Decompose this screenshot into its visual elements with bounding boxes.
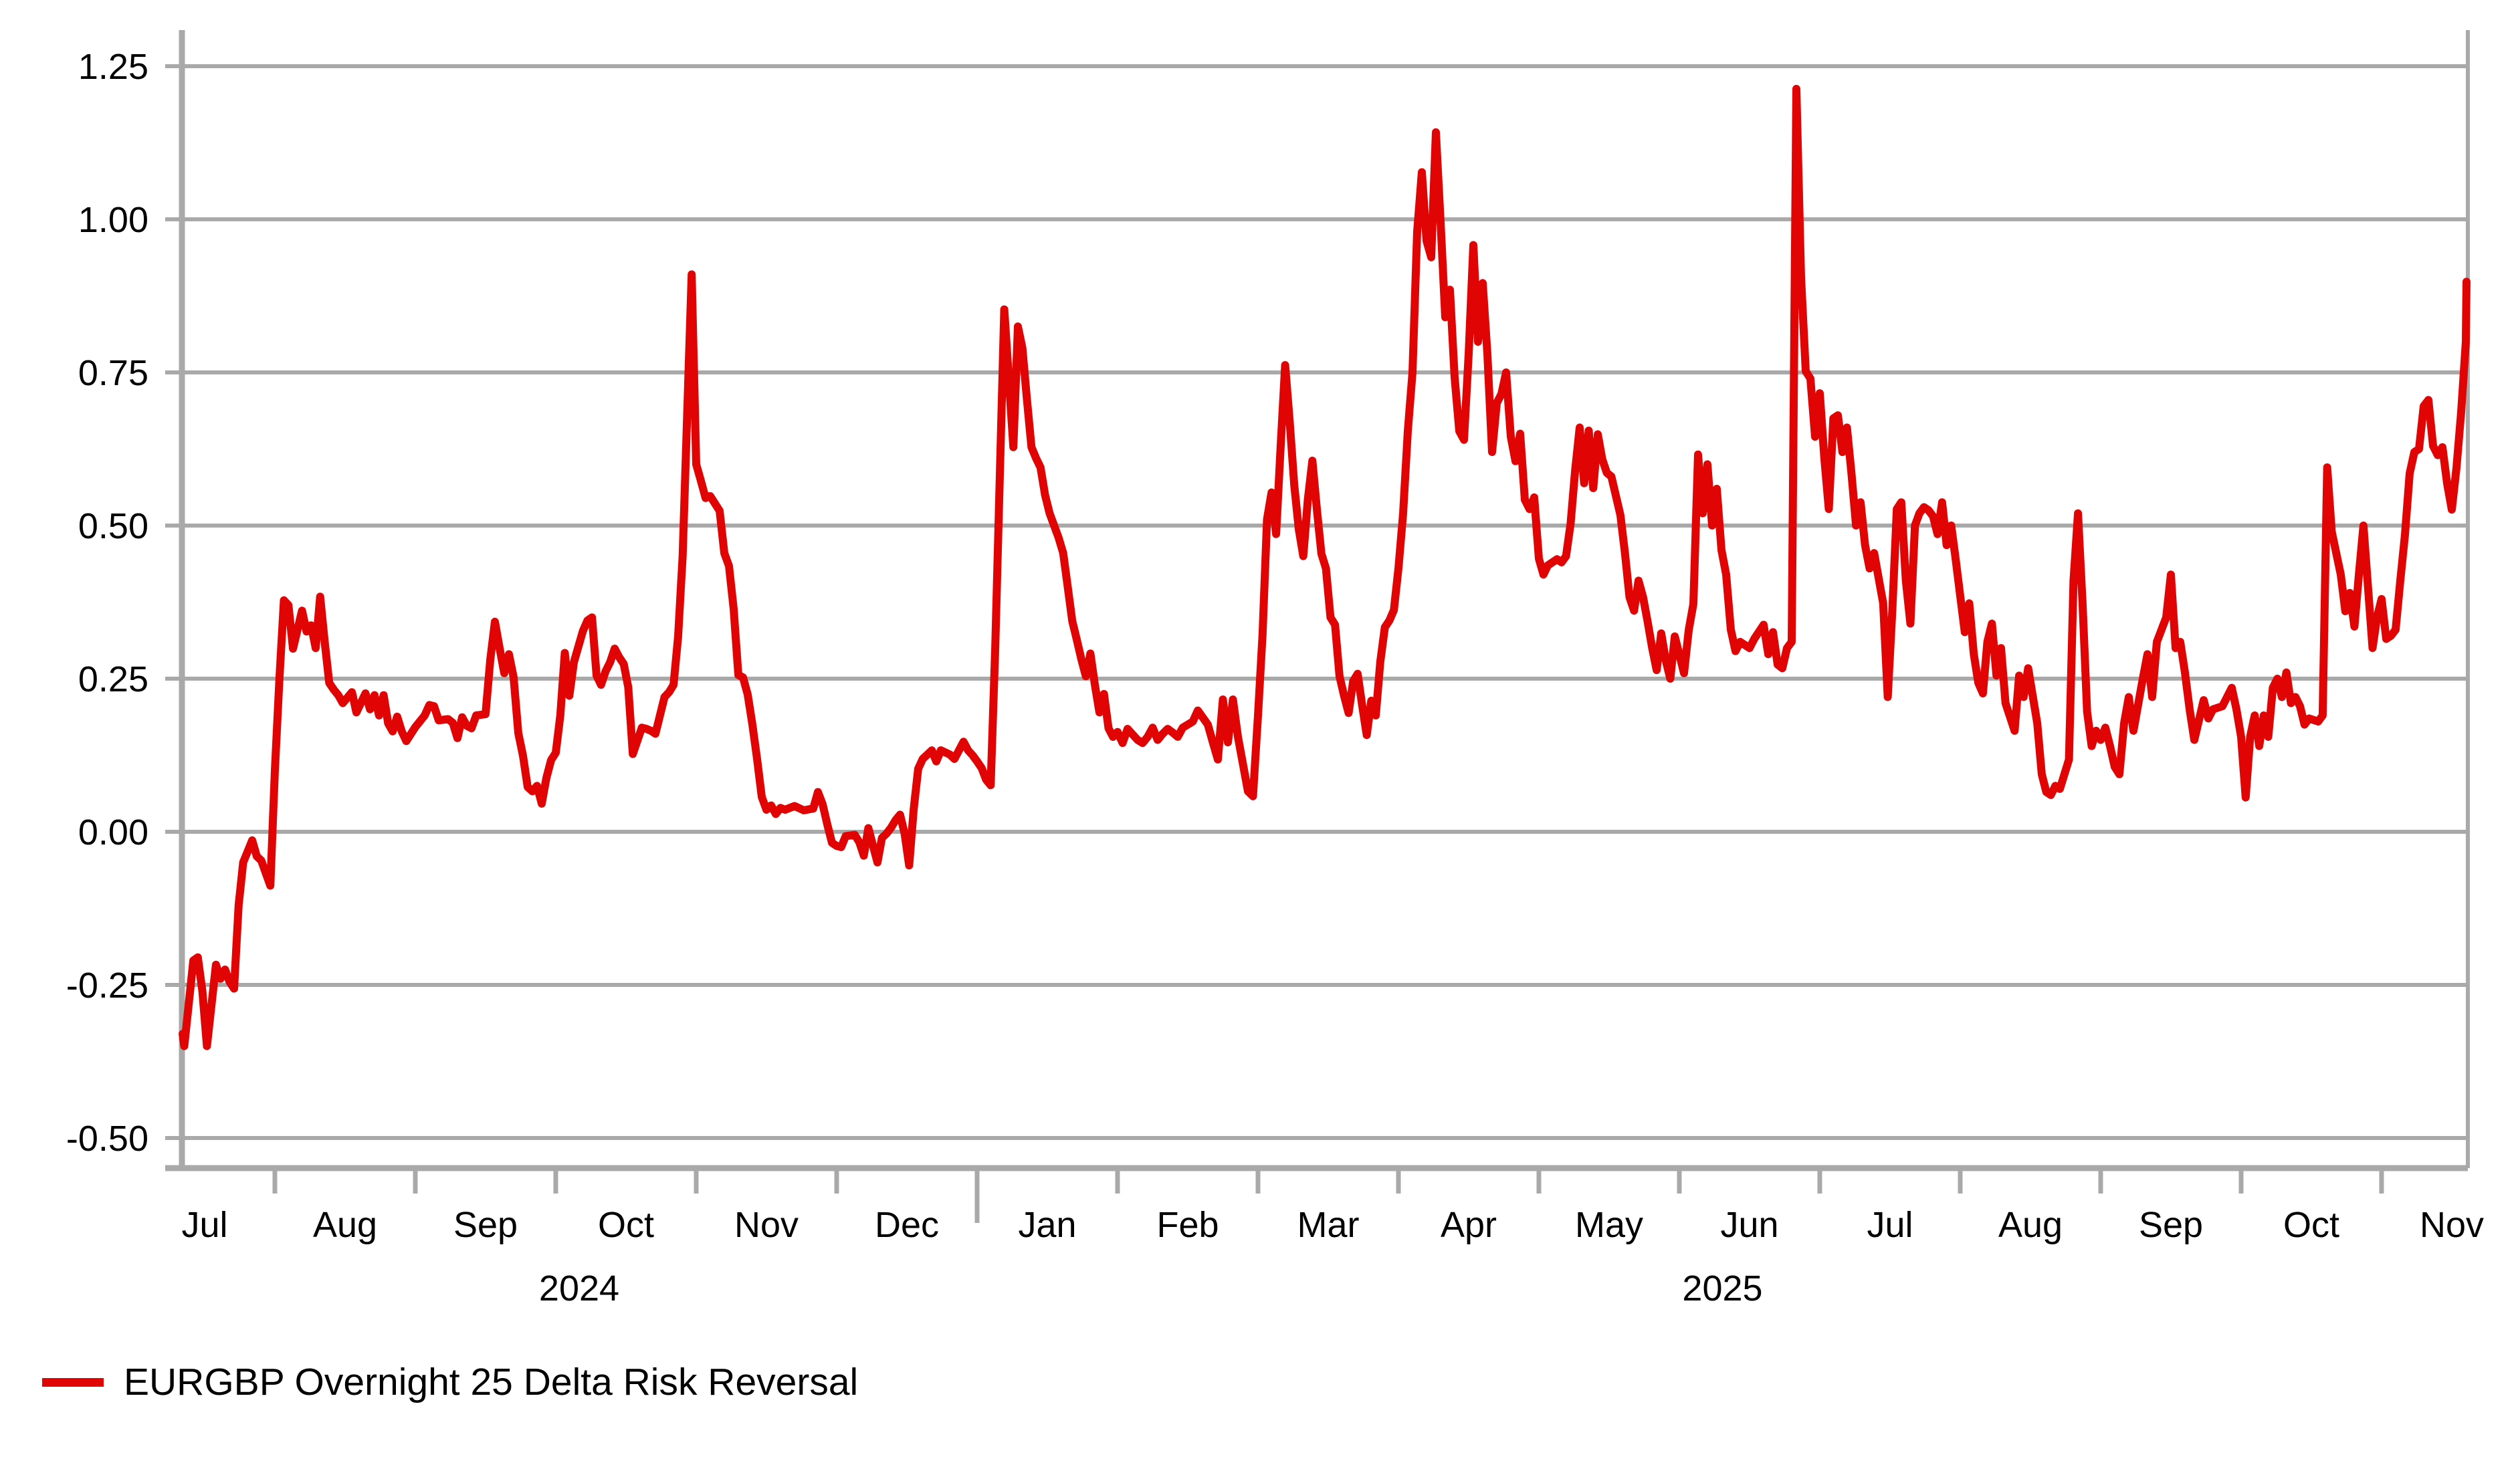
x-axis-month-label: Oct <box>2283 1205 2339 1245</box>
x-axis-month-label: Dec <box>875 1205 939 1245</box>
chart-legend: EURGBP Overnight 25 Delta Risk Reversal <box>42 1357 858 1407</box>
x-axis-month-label: Apr <box>1441 1205 1497 1245</box>
y-axis-tick-label: -0.50 <box>66 1119 148 1159</box>
x-axis-month-label: Jan <box>1018 1205 1076 1245</box>
x-axis-year-label: 2024 <box>539 1268 619 1309</box>
x-axis-month-label: Aug <box>1998 1205 2063 1245</box>
x-axis-year-label: 2025 <box>1682 1268 1762 1309</box>
y-axis-tick-label: 0.25 <box>78 659 148 699</box>
x-axis-month-label: Aug <box>313 1205 377 1245</box>
series-line <box>179 84 2471 1050</box>
x-axis-month-label: Mar <box>1297 1205 1360 1245</box>
x-axis-month-label: Oct <box>598 1205 654 1245</box>
y-axis-tick-label: 0.00 <box>78 812 148 853</box>
x-axis-month-label: Nov <box>2420 1205 2484 1245</box>
y-axis-tick-label: 0.75 <box>78 353 148 393</box>
x-axis-month-label: May <box>1575 1205 1643 1245</box>
y-axis-tick-label: 1.00 <box>78 200 148 240</box>
x-axis-month-label: Feb <box>1156 1205 1219 1245</box>
x-axis-month-label: Sep <box>2139 1205 2203 1245</box>
x-axis-month-label: Sep <box>453 1205 518 1245</box>
x-axis-month-label: Jul <box>181 1205 227 1245</box>
y-axis-tick-label: 0.50 <box>78 506 148 546</box>
y-axis-tick-label: -0.25 <box>66 966 148 1006</box>
x-axis-month-label: Nov <box>734 1205 799 1245</box>
y-axis-tick-label: 1.25 <box>78 47 148 87</box>
x-axis-month-label: Jul <box>1867 1205 1913 1245</box>
legend-series-label: EURGBP Overnight 25 Delta Risk Reversal <box>124 1361 859 1403</box>
legend-line-sample <box>42 1377 104 1387</box>
x-axis-month-label: Jun <box>1720 1205 1778 1245</box>
